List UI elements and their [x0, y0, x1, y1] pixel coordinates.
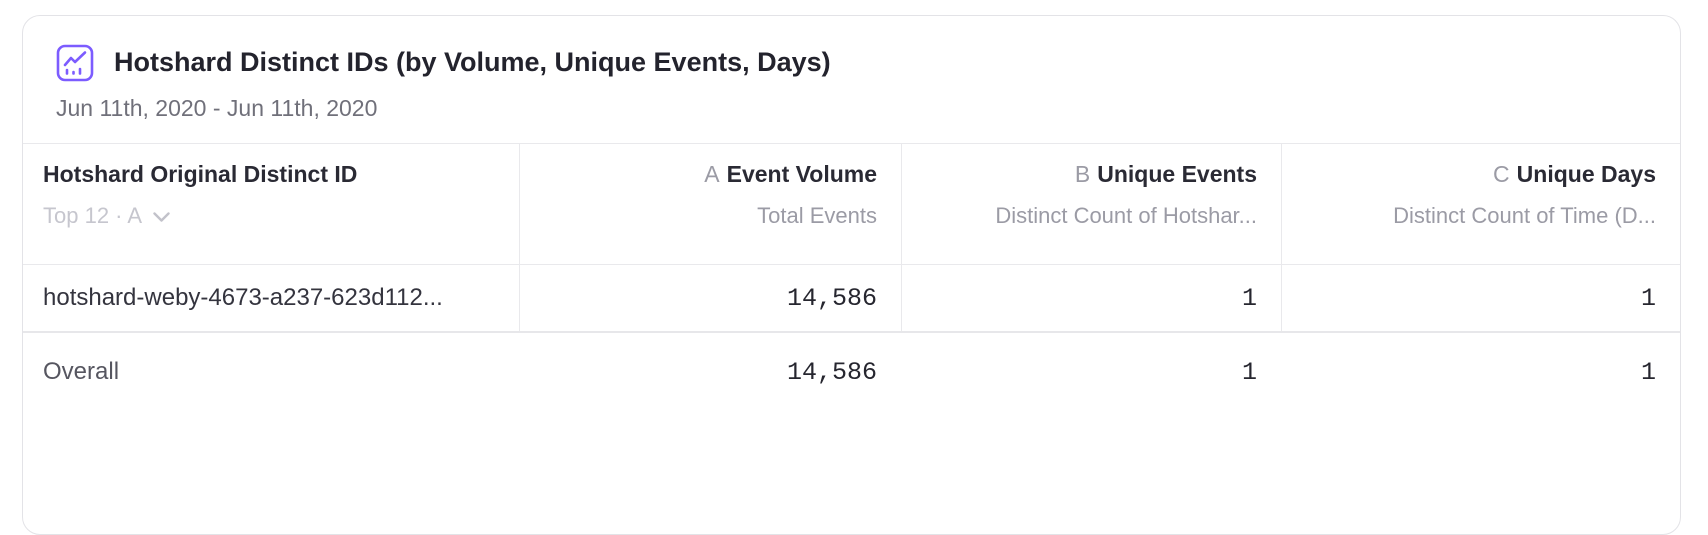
column-subtitle-event-volume: Total Events	[757, 203, 877, 228]
date-range: Jun 11th, 2020 - Jun 11th, 2020	[56, 95, 378, 121]
overall-event-volume-value: 14,586	[786, 357, 877, 387]
insights-chart-icon	[56, 44, 94, 82]
series-letter-a: A	[704, 161, 720, 187]
table-header-row: Hotshard Original Distinct ID Top 12 · A…	[23, 143, 1680, 265]
report-title: Hotshard Distinct IDs (by Volume, Unique…	[114, 47, 831, 78]
column-label-event-volume: Event Volume	[726, 161, 877, 187]
overall-row: Overall 14,586 1 1	[23, 333, 1680, 411]
series-letter-b: B	[1074, 161, 1091, 187]
column-subtitle-unique-days: Distinct Count of Time (D...	[1393, 203, 1656, 228]
column-header-unique-days[interactable]: C Unique Days Distinct Count of Time (D..…	[1281, 144, 1680, 264]
top-filter-dropdown[interactable]: Top 12 · A	[43, 203, 170, 229]
top-filter-label: Top 12 · A	[43, 203, 143, 228]
column-label-unique-events: Unique Events	[1097, 161, 1257, 187]
column-label-unique-days: Unique Days	[1516, 161, 1656, 187]
unique-days-value: 1	[1281, 265, 1680, 331]
column-header-unique-events[interactable]: B Unique Events Distinct Count of Hotshar…	[901, 144, 1281, 264]
column-label-distinct-id: Hotshard Original Distinct ID	[43, 161, 358, 187]
event-volume-value: 14,586	[519, 265, 901, 331]
series-letter-c: C	[1493, 161, 1510, 187]
overall-unique-days-value: 1	[1640, 357, 1656, 387]
overall-unique-events-value: 1	[1241, 357, 1257, 387]
report-header: Hotshard Distinct IDs (by Volume, Unique…	[23, 16, 1680, 143]
column-header-distinct-id[interactable]: Hotshard Original Distinct ID Top 12 · A	[23, 144, 519, 264]
distinct-id-cell[interactable]: hotshard-weby-4673-a237-623d112...	[43, 284, 443, 311]
column-subtitle-unique-events: Distinct Count of Hotshar...	[995, 203, 1257, 228]
overall-label: Overall	[43, 358, 120, 385]
column-header-event-volume[interactable]: A Event Volume Total Events	[519, 144, 901, 264]
insights-report-card: Hotshard Distinct IDs (by Volume, Unique…	[22, 15, 1681, 535]
unique-events-value: 1	[901, 265, 1281, 331]
table-row[interactable]: hotshard-weby-4673-a237-623d112... 14,58…	[23, 265, 1680, 333]
chevron-down-icon	[153, 212, 170, 222]
